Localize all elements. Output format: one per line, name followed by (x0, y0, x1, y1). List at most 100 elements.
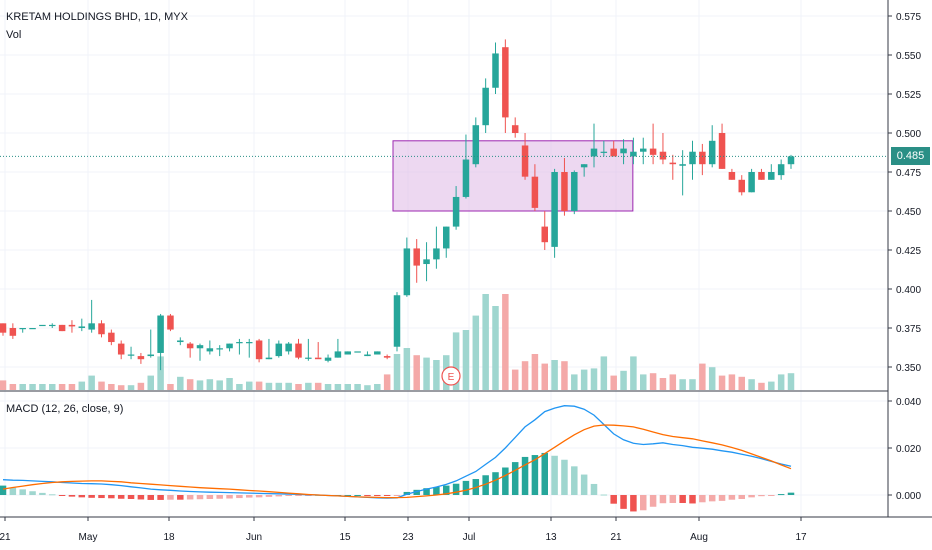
candle-body (531, 176, 539, 208)
macd-histogram-bar (728, 495, 736, 500)
candle-body (98, 323, 105, 335)
candle-body (265, 357, 273, 360)
volume-bar (88, 375, 95, 390)
price-axis-label: 0.575 (896, 12, 921, 23)
candle-body (226, 343, 233, 349)
candle-body (777, 164, 785, 176)
candle-body (669, 162, 677, 165)
volume-bar (630, 356, 637, 390)
volume-bar (728, 374, 736, 390)
candle-body (186, 343, 194, 349)
candle-body (728, 172, 736, 180)
macd-histogram-bar (443, 485, 450, 495)
macd-histogram-bar (580, 474, 588, 495)
candle-body (541, 226, 548, 243)
volume-bar (29, 384, 36, 390)
volume-bar (295, 384, 302, 390)
candle-body (521, 145, 529, 177)
macd-histogram-bar (738, 495, 745, 499)
volume-bar (718, 375, 726, 390)
time-axis-label: Jun (246, 532, 262, 543)
volume-bar (679, 379, 686, 390)
price-axis-label: 0.475 (896, 168, 921, 179)
volume-bar (108, 384, 115, 390)
candle-body (571, 172, 578, 211)
candle-body (147, 354, 154, 357)
volume-bar (689, 379, 696, 390)
volume-bar (9, 384, 17, 390)
candle-body (511, 125, 519, 133)
candle-body (196, 345, 204, 349)
volume-bar (226, 378, 233, 390)
macd-histogram-bar (265, 495, 273, 497)
volume-bar (452, 332, 460, 390)
macd-histogram-bar (640, 495, 647, 511)
volume-bar (393, 354, 401, 390)
volume-bar (640, 374, 647, 390)
candle-body (787, 156, 795, 165)
volume-bar (334, 384, 342, 390)
candle-body (78, 326, 86, 328)
volume-bar (482, 294, 489, 390)
candle-body (472, 125, 480, 165)
macd-histogram-bar (39, 492, 46, 495)
volume-bar (39, 384, 46, 390)
macd-histogram-bar (492, 472, 499, 495)
earnings-marker[interactable]: E (441, 366, 461, 386)
macd-histogram-bar (216, 495, 223, 499)
price-axis-label: 0.525 (896, 90, 921, 101)
macd-histogram-bar (9, 487, 17, 495)
candle-body (305, 357, 312, 359)
volume-bar (305, 382, 312, 390)
candle-body (383, 356, 391, 358)
macd-histogram-bar (236, 495, 243, 499)
candle-body (344, 351, 351, 355)
volume-bar (492, 306, 499, 390)
candle-body (324, 357, 332, 361)
candle-body (68, 324, 76, 327)
volume-bar (521, 361, 529, 390)
volume-bar (699, 363, 706, 390)
candle-body (462, 159, 470, 197)
price-axis-label: 0.350 (896, 363, 921, 374)
volume-bar (265, 382, 273, 390)
candle-body (502, 47, 509, 118)
macd-histogram-bar (600, 494, 608, 496)
macd-histogram-bar (531, 455, 539, 495)
macd-histogram-bar (748, 495, 755, 498)
volume-bar (147, 375, 154, 390)
macd-histogram-bar (649, 495, 657, 507)
macd-histogram-bar (679, 495, 686, 503)
candle-body (689, 151, 696, 165)
volume-bar (177, 376, 184, 390)
price-axis-label: 0.425 (896, 246, 921, 257)
volume-bar (285, 382, 292, 390)
candle-body (393, 295, 401, 347)
macd-histogram-bar (383, 495, 391, 496)
candle-body (600, 151, 608, 153)
volume-bar (571, 374, 578, 390)
macd-histogram-bar (718, 495, 726, 501)
volume-bar (511, 369, 519, 390)
candle-body (758, 172, 765, 180)
candle-body (127, 354, 135, 356)
time-axis-label: 23 (402, 532, 414, 543)
volume-bar (551, 360, 558, 390)
macd-histogram-bar (49, 494, 56, 496)
macd-histogram-bar (502, 467, 509, 495)
macd-histogram-bar (354, 495, 361, 496)
candle-body (364, 354, 371, 357)
candle-body (423, 259, 430, 265)
candle-body (334, 351, 342, 358)
candle-body (108, 332, 115, 343)
price-axis-label: 0.500 (896, 129, 921, 140)
volume-bar (324, 384, 332, 390)
candle-body (748, 172, 755, 193)
time-axis-label: 21 (0, 532, 11, 543)
macd-histogram-bar (285, 495, 292, 496)
volume-bar (186, 379, 194, 390)
volume-bar (403, 348, 411, 390)
volume-bar (413, 355, 420, 390)
macd-histogram-bar (393, 495, 401, 496)
volume-bar (275, 382, 283, 390)
